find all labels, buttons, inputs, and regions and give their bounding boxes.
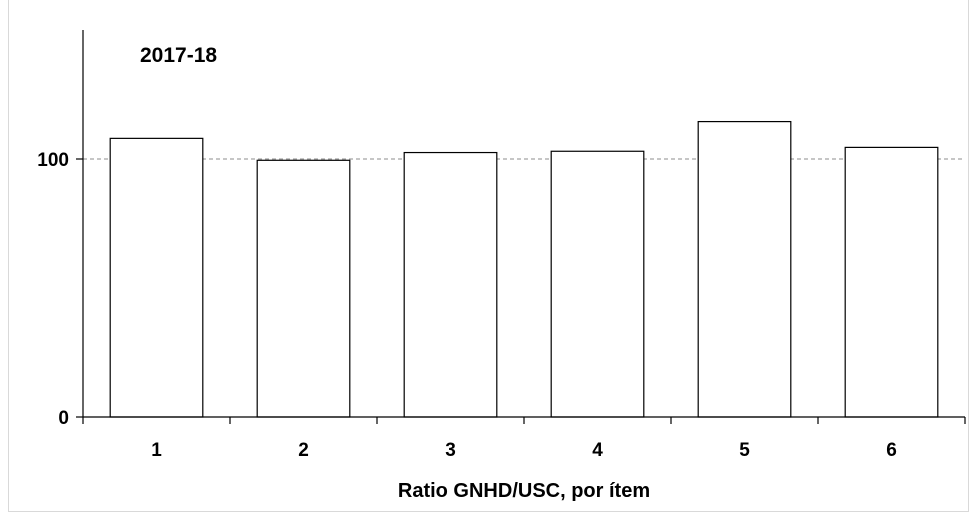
y-tick-label-0: 0 [58, 408, 69, 429]
x-axis-title: Ratio GNHD/USC, por ítem [398, 480, 650, 502]
x-tick-label-2: 2 [298, 440, 309, 461]
chart-title: 2017-18 [140, 44, 217, 67]
x-tick-label-1: 1 [151, 440, 162, 461]
bar-6 [844, 146, 939, 418]
bar-3 [403, 151, 498, 418]
bar-2 [256, 159, 351, 418]
labels-layer: 0 100 1 2 3 4 5 6 [37, 150, 896, 461]
bar-1 [109, 137, 204, 418]
bar-4 [550, 150, 645, 418]
x-tick-label-3: 3 [445, 440, 456, 461]
bars-layer [109, 120, 939, 418]
x-tick-label-6: 6 [886, 440, 897, 461]
bar-5 [697, 120, 792, 418]
axes-layer [76, 30, 966, 424]
x-tick-label-5: 5 [739, 440, 750, 461]
y-tick-label-100: 100 [37, 150, 69, 171]
chart-frame [8, 0, 969, 512]
x-tick-label-4: 4 [592, 440, 603, 461]
